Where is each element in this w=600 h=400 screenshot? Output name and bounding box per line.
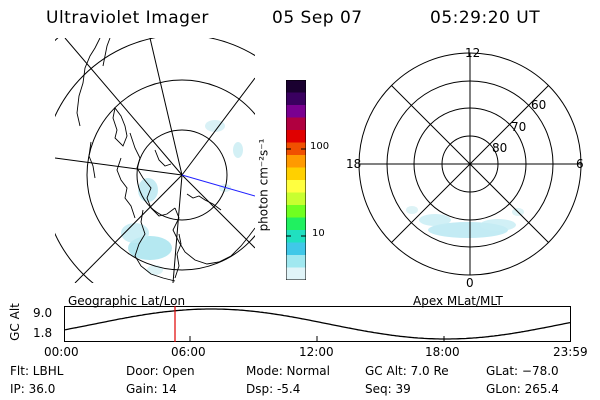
- colorbar-band: [286, 117, 306, 131]
- apex-caption: Apex MLat/MLT: [413, 294, 503, 308]
- geographic-caption: Geographic Lat/Lon: [68, 294, 186, 308]
- colorbar-band: [286, 217, 306, 231]
- colorbar-band: [286, 255, 306, 268]
- colorbar-tick-10: 10: [312, 228, 325, 239]
- altitude-ylabel: GC Alt: [8, 303, 22, 341]
- colorbar-band: [286, 92, 306, 106]
- altitude-ymax: 9.0: [33, 306, 53, 320]
- colorbar-label: photon cm⁻²s⁻¹: [256, 138, 271, 232]
- gcalt-info: GC Alt: 7.0 Re: [365, 364, 449, 378]
- mlt-label-18: 18: [346, 157, 362, 171]
- colorbar-band: [286, 180, 306, 193]
- mlat-label-60: 60: [531, 98, 547, 112]
- geographic-map: [55, 38, 255, 283]
- time-tick-1800: 18:00: [425, 345, 460, 359]
- sun-direction-line: [181, 174, 255, 197]
- seq-info: Seq: 39: [365, 382, 411, 396]
- time-tick-0600: 06:00: [171, 345, 206, 359]
- colorbar-band: [286, 155, 306, 168]
- filter-info: Flt: LBHL: [10, 364, 64, 378]
- altitude-ymin: 1.8: [33, 326, 53, 340]
- colorbar-band: [286, 205, 306, 218]
- colorbar-band: [286, 105, 306, 118]
- instrument-title: Ultraviolet Imager: [46, 8, 209, 28]
- gain-info: Gain: 14: [126, 382, 177, 396]
- colorbar-band: [286, 192, 306, 206]
- glat-info: GLat: −78.0: [486, 364, 559, 378]
- colorbar-band: [286, 80, 306, 93]
- colorbar-band: [286, 167, 306, 181]
- mlt-polar-plot: [358, 52, 582, 276]
- colorbar-band: [286, 267, 306, 280]
- dsp-info: Dsp: -5.4: [246, 382, 301, 396]
- mlt-label-6: 6: [576, 157, 584, 171]
- date-label: 05 Sep 07: [272, 8, 363, 28]
- mlat-label-80: 80: [492, 141, 508, 155]
- glon-info: GLon: 265.4: [486, 382, 559, 396]
- time-tick-2359: 23:59: [553, 345, 588, 359]
- time-label: 05:29:20 UT: [430, 8, 541, 28]
- coastlines: [76, 38, 255, 282]
- aurora-emission-left: [121, 120, 243, 275]
- time-tick-1200: 12:00: [299, 345, 334, 359]
- mlt-label-12: 12: [465, 46, 481, 60]
- colorbar-band: [286, 230, 306, 243]
- colorbar-band: [286, 242, 306, 256]
- mode-info: Mode: Normal: [246, 364, 330, 378]
- ip-info: IP: 36.0: [10, 382, 56, 396]
- door-info: Door: Open: [126, 364, 195, 378]
- time-tick-0000: 00:00: [44, 345, 79, 359]
- mlat-label-70: 70: [511, 120, 527, 134]
- colorbar-band: [286, 130, 306, 143]
- colorbar-tick-100: 100: [310, 141, 330, 152]
- altitude-plot: [64, 306, 571, 342]
- colorbar-band: [286, 142, 306, 156]
- color-scale-bar: [286, 80, 306, 280]
- aurora-emission-right: [406, 206, 524, 238]
- latitude-circles: [55, 38, 255, 283]
- mlt-label-0: 0: [466, 276, 474, 290]
